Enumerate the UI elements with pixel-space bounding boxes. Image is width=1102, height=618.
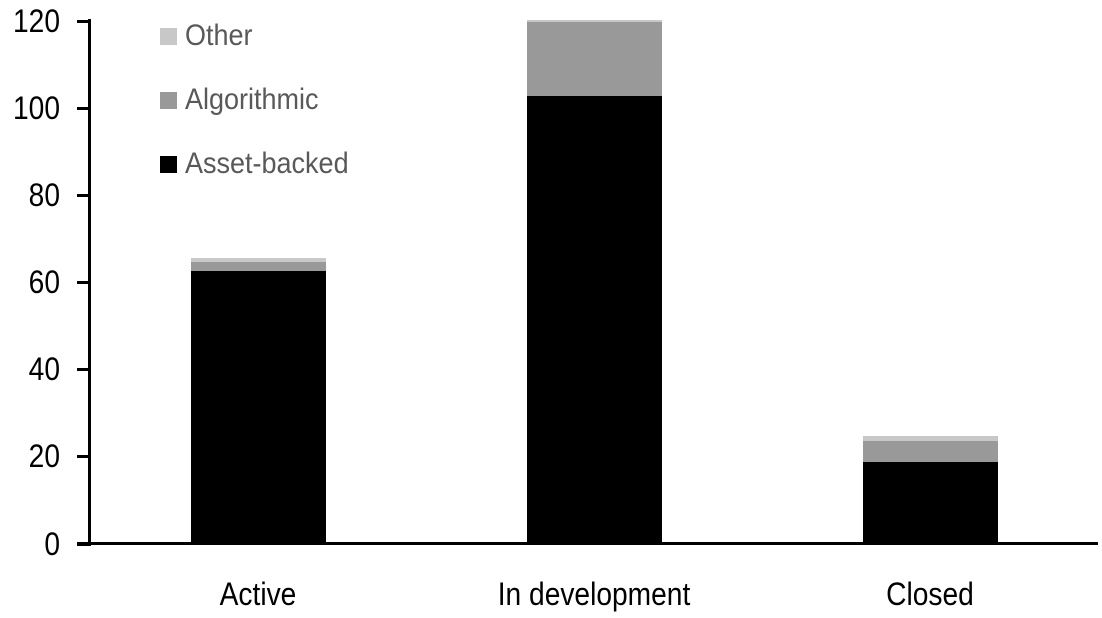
legend: Other Algorithmic Asset-backed [160,18,367,210]
legend-label-other: Other [185,19,253,52]
y-tick-label-60: 60 [28,264,60,301]
legend-item-asset-backed: Asset-backed [160,146,367,182]
legend-swatch-algorithmic [160,91,177,109]
bar-closed [862,436,998,545]
legend-swatch-other [160,27,177,45]
y-tick-mark-60 [77,281,88,285]
legend-item-algorithmic: Algorithmic [160,82,367,118]
y-tick-mark-80 [77,194,88,198]
segment-asset-backed-active [190,270,326,545]
bar-in-development [526,20,662,545]
segment-other-closed [862,436,998,441]
y-tick-mark-40 [77,368,88,372]
y-tick-label-20: 20 [28,438,60,475]
segment-algorithmic-active [190,261,326,271]
x-category-label-closed: Closed [886,576,974,612]
y-tick-mark-120 [77,19,88,23]
legend-label-algorithmic: Algorithmic [185,83,319,116]
y-tick-mark-100 [77,107,88,110]
bar-active [190,257,326,545]
y-axis-line [88,19,91,546]
x-category-label-in-development: In development [497,576,691,612]
y-tick-label-120: 120 [13,2,60,39]
y-tick-label-0: 0 [44,525,60,562]
y-tick-label-100: 100 [13,90,60,126]
segment-algorithmic-in-development [526,22,662,97]
segment-asset-backed-in-development [526,96,662,545]
y-tick-mark-20 [77,455,88,459]
segment-other-in-development [526,20,662,23]
legend-swatch-asset-backed [160,155,177,173]
x-category-label-active: Active [219,576,297,612]
y-tick-mark-0 [77,542,88,546]
y-tick-label-40: 40 [28,351,60,388]
segment-asset-backed-closed [862,462,998,545]
legend-label-asset-backed: Asset-backed [185,147,349,180]
legend-item-other: Other [160,18,367,54]
y-tick-label-80: 80 [28,177,60,214]
segment-algorithmic-closed [862,440,998,463]
segment-other-active [190,257,326,262]
